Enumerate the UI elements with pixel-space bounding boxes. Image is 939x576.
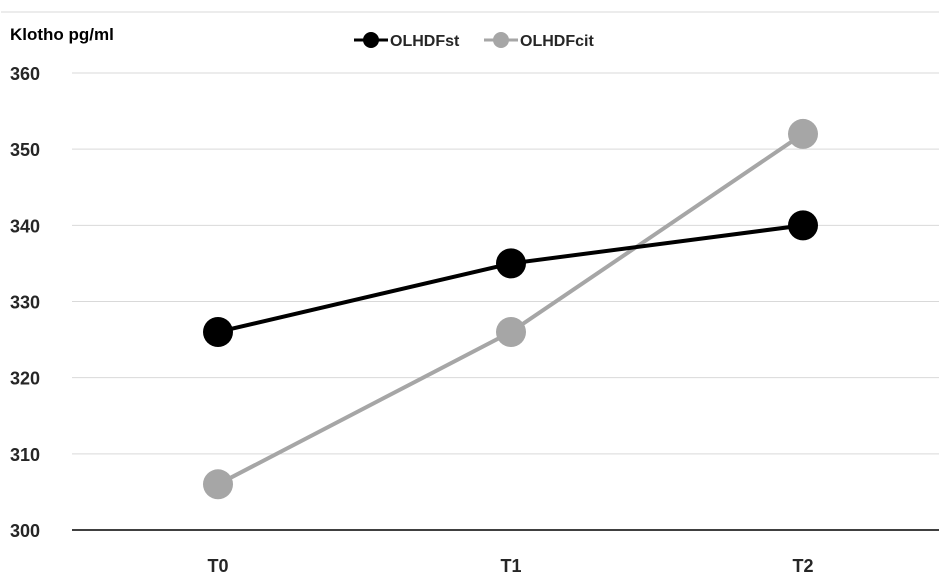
y-axis-label: Klotho pg/ml <box>10 25 114 44</box>
y-tick-label: 330 <box>10 293 40 313</box>
data-point <box>788 210 818 241</box>
series-olhdfst <box>203 210 818 347</box>
legend: OLHDFst OLHDFcit <box>337 20 620 60</box>
y-tick-label: 320 <box>10 369 40 389</box>
y-tick-label: 350 <box>10 140 40 160</box>
data-point <box>788 118 818 149</box>
x-tick-labels: T0 T1 T2 <box>207 556 813 576</box>
data-point <box>203 316 233 347</box>
x-tick-label: T2 <box>792 556 813 576</box>
x-tick-label: T1 <box>500 556 521 576</box>
legend-item-olhdfst: OLHDFst <box>354 32 460 50</box>
gridlines <box>72 72 939 531</box>
data-point <box>203 469 233 500</box>
y-tick-label: 310 <box>10 445 40 465</box>
legend-marker-olhdfst <box>363 32 379 48</box>
x-tick-label: T0 <box>207 556 228 576</box>
y-tick-label: 300 <box>10 521 40 541</box>
y-tick-label: 360 <box>10 64 40 84</box>
data-point <box>496 316 526 347</box>
y-tick-label: 340 <box>10 216 40 236</box>
data-point <box>496 248 526 279</box>
legend-item-olhdfcit: OLHDFcit <box>484 32 594 50</box>
legend-label-olhdfcit: OLHDFcit <box>520 33 594 50</box>
series-olhdfcit <box>203 118 818 500</box>
series-layer <box>203 118 818 500</box>
legend-marker-olhdfcit <box>493 32 509 48</box>
y-tick-labels: 300 310 320 330 340 350 360 <box>10 64 40 541</box>
legend-label-olhdfst: OLHDFst <box>390 33 460 50</box>
